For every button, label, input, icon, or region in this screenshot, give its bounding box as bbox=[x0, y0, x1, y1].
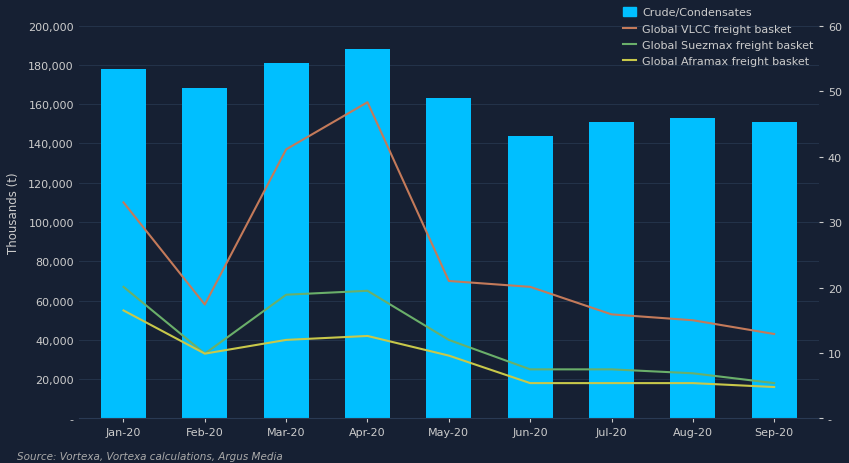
Line: Global Suezmax freight basket: Global Suezmax freight basket bbox=[123, 287, 774, 383]
Global Aframax freight basket bbox=[525, 381, 535, 386]
Global Suezmax freight basket bbox=[688, 371, 698, 376]
Global Aframax freight basket bbox=[444, 353, 454, 359]
Line: Global Aframax freight basket: Global Aframax freight basket bbox=[123, 311, 774, 387]
Legend: Crude/Condensates, Global VLCC freight basket, Global Suezmax freight basket, Gl: Crude/Condensates, Global VLCC freight b… bbox=[623, 8, 813, 67]
Global VLCC freight basket bbox=[444, 279, 454, 284]
Global Aframax freight basket bbox=[118, 308, 128, 313]
Global Aframax freight basket bbox=[363, 333, 373, 339]
Global VLCC freight basket bbox=[606, 312, 616, 318]
Global Aframax freight basket bbox=[281, 338, 291, 343]
Bar bbox=[752, 123, 796, 419]
Bar bbox=[101, 69, 146, 419]
Bar bbox=[346, 50, 390, 419]
Global VLCC freight basket bbox=[688, 318, 698, 323]
Bar bbox=[589, 123, 634, 419]
Global Suezmax freight basket bbox=[769, 381, 779, 386]
Global VLCC freight basket bbox=[525, 284, 535, 290]
Global VLCC freight basket bbox=[281, 147, 291, 153]
Global Aframax freight basket bbox=[769, 384, 779, 390]
Global VLCC freight basket bbox=[118, 200, 128, 206]
Global Suezmax freight basket bbox=[606, 367, 616, 372]
Global Suezmax freight basket bbox=[363, 288, 373, 294]
Line: Global VLCC freight basket: Global VLCC freight basket bbox=[123, 103, 774, 334]
Bar bbox=[508, 136, 553, 419]
Text: Source: Vortexa, Vortexa calculations, Argus Media: Source: Vortexa, Vortexa calculations, A… bbox=[17, 450, 283, 461]
Global Suezmax freight basket bbox=[525, 367, 535, 372]
Global VLCC freight basket bbox=[769, 332, 779, 337]
Global Aframax freight basket bbox=[688, 381, 698, 386]
Global Aframax freight basket bbox=[200, 351, 210, 357]
Global Suezmax freight basket bbox=[281, 292, 291, 298]
Global VLCC freight basket bbox=[200, 302, 210, 307]
Y-axis label: Thousands (t): Thousands (t) bbox=[7, 172, 20, 253]
Bar bbox=[183, 89, 228, 419]
Bar bbox=[264, 64, 308, 419]
Global VLCC freight basket bbox=[363, 100, 373, 106]
Bar bbox=[671, 119, 715, 419]
Global Suezmax freight basket bbox=[118, 284, 128, 290]
Global Suezmax freight basket bbox=[444, 338, 454, 343]
Global Aframax freight basket bbox=[606, 381, 616, 386]
Global Suezmax freight basket bbox=[200, 351, 210, 357]
Bar bbox=[426, 99, 471, 419]
